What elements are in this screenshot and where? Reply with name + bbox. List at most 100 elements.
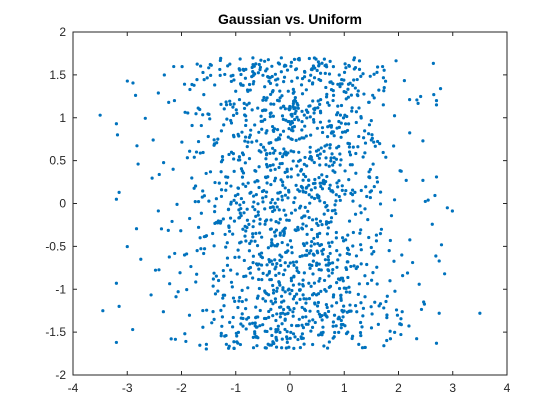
scatter-point (295, 115, 299, 119)
scatter-point (220, 324, 224, 328)
scatter-point (363, 129, 367, 133)
scatter-point (378, 142, 382, 146)
scatter-point (300, 77, 305, 81)
scatter-point (202, 247, 207, 251)
scatter-point (323, 144, 327, 148)
scatter-point (288, 261, 292, 265)
scatter-point (271, 283, 275, 288)
scatter-point (328, 183, 332, 187)
scatter-point (232, 219, 237, 223)
scatter-point (285, 340, 289, 344)
scatter-point (359, 228, 363, 232)
scatter-point (234, 108, 238, 112)
scatter-point (268, 278, 272, 282)
scatter-point (290, 251, 294, 255)
scatter-point (134, 227, 139, 231)
scatter-point (270, 74, 274, 79)
scatter-point (359, 248, 363, 252)
scatter-point (278, 96, 282, 100)
scatter-point (235, 111, 239, 115)
scatter-point (117, 190, 121, 194)
scatter-point (274, 330, 278, 334)
scatter-point (314, 57, 318, 61)
scatter-point (256, 336, 260, 340)
scatter-point (282, 80, 286, 84)
scatter-point (318, 102, 322, 106)
scatter-point (243, 224, 247, 228)
scatter-point (313, 186, 317, 190)
scatter-point (315, 68, 319, 73)
scatter-point (332, 156, 336, 160)
scatter-point (231, 325, 235, 329)
scatter-point (327, 103, 331, 107)
scatter-point (289, 128, 294, 132)
scatter-point (300, 227, 305, 231)
scatter-point (326, 263, 330, 267)
scatter-point (257, 262, 261, 266)
scatter-point (208, 170, 213, 174)
scatter-point (328, 244, 332, 248)
scatter-point (259, 143, 263, 147)
scatter-point (327, 274, 331, 278)
scatter-point (274, 327, 278, 332)
scatter-point (201, 325, 205, 329)
y-axis: -2 -1.5 -1 -0.5 0 0.5 1 1.5 2 (45, 25, 507, 382)
scatter-point (297, 150, 301, 154)
scatter-point (319, 289, 323, 293)
scatter-point (312, 236, 316, 241)
scatter-point (329, 156, 333, 160)
scatter-point (254, 231, 258, 235)
scatter-point (275, 289, 279, 293)
scatter-point (289, 175, 293, 179)
scatter-point (270, 198, 274, 202)
scatter-point (278, 89, 282, 93)
scatter-point (274, 228, 279, 232)
scatter-point (259, 251, 264, 255)
scatter-point (263, 117, 267, 122)
scatter-point (392, 114, 397, 118)
scatter-point (291, 159, 295, 163)
scatter-point (210, 321, 214, 325)
scatter-point (227, 224, 231, 228)
scatter-point (434, 341, 439, 345)
scatter-point (318, 71, 323, 75)
scatter-point (371, 271, 375, 275)
scatter-point (251, 235, 255, 239)
scatter-point (389, 214, 394, 218)
scatter-point (278, 217, 282, 221)
scatter-point (273, 258, 277, 262)
scatter-point (348, 303, 352, 307)
scatter-point (213, 83, 217, 87)
scatter-point (261, 73, 265, 77)
scatter-point (443, 272, 447, 276)
scatter-point (359, 74, 363, 78)
scatter-point (200, 195, 204, 199)
scatter-point (232, 169, 236, 173)
scatter-point (347, 219, 352, 223)
scatter-point (289, 60, 294, 64)
scatter-point (180, 140, 184, 144)
scatter-point (311, 218, 315, 222)
scatter-point (244, 118, 248, 122)
scatter-point (244, 307, 248, 311)
scatter-point (139, 257, 143, 261)
scatter-point (302, 342, 306, 346)
scatter-point (183, 110, 187, 114)
scatter-point (324, 85, 328, 90)
scatter-point (289, 330, 293, 334)
scatter-point (280, 255, 284, 259)
scatter-point (217, 181, 221, 185)
scatter-point (218, 58, 222, 63)
scatter-point (272, 127, 277, 131)
scatter-point (299, 335, 303, 339)
scatter-point (317, 156, 321, 160)
scatter-point (219, 170, 223, 174)
scatter-point (352, 78, 356, 82)
scatter-point (271, 146, 275, 150)
scatter-point (143, 116, 147, 120)
scatter-point (312, 281, 317, 285)
scatter-point (312, 253, 316, 257)
scatter-point (271, 151, 276, 155)
scatter-point (347, 145, 351, 149)
scatter-point (201, 70, 205, 75)
